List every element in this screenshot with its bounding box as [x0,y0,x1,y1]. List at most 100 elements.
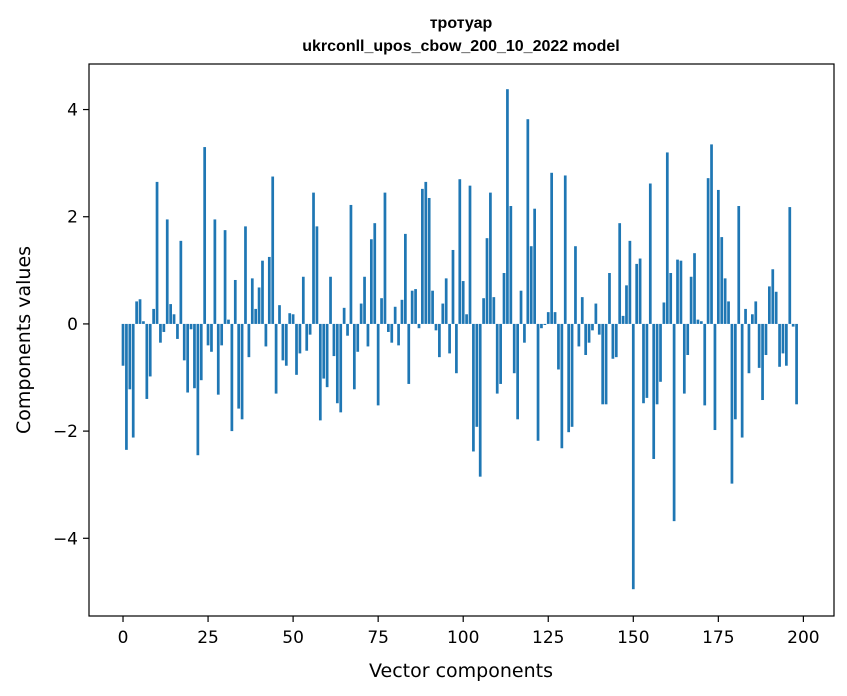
bar-70 [359,303,363,324]
bar-48 [284,323,288,366]
bar-34 [237,323,241,409]
bar-75 [376,323,380,406]
bar-77 [383,192,387,324]
bar-180 [733,323,737,420]
bar-15 [172,314,176,324]
bar-144 [611,323,615,359]
bar-101 [465,314,468,324]
bar-102 [468,185,472,324]
bar-54 [305,323,309,351]
bar-165 [682,323,686,394]
y-axis-label: Components values [13,246,35,434]
bar-160 [665,152,669,324]
y-tick-label: −4 [53,529,78,549]
bar-195 [785,323,788,366]
bar-26 [210,323,213,352]
bar-142 [604,323,608,405]
bar-124 [543,323,547,325]
bar-192 [774,291,778,324]
bar-140 [597,323,601,335]
bar-55 [308,323,312,335]
bar-37 [247,323,251,358]
bar-187 [757,323,761,368]
bar-87 [417,323,421,329]
bar-21 [193,323,196,389]
bar-138 [591,323,594,331]
bar-60 [325,323,329,388]
bar-113 [506,89,509,324]
bar-6 [142,321,145,324]
bar-133 [574,246,577,324]
bar-118 [523,323,526,343]
chart-title-line2: ukrconll_upos_cbow_200_10_2022 model [302,38,619,55]
bar-155 [648,183,652,324]
bar-9 [152,308,155,324]
bar-73 [369,239,373,324]
bar-100 [461,281,465,324]
bar-68 [352,323,356,390]
bar-164 [679,260,683,324]
bar-129 [560,323,564,449]
bar-176 [720,237,724,324]
bar-112 [502,273,506,324]
bar-189 [764,323,768,355]
bar-39 [254,308,258,324]
bar-2 [128,323,132,390]
bar-116 [516,323,519,420]
x-tick-label: 50 [282,628,304,648]
bar-69 [356,323,360,352]
bar-196 [788,207,792,324]
bar-143 [608,273,611,324]
bar-93 [438,323,441,358]
bar-128 [557,323,560,370]
bar-71 [363,276,366,324]
bar-61 [329,276,332,324]
bar-81 [397,323,400,346]
chart-title-line1: тротуар [430,15,493,32]
bar-114 [509,206,513,324]
bar-174 [713,323,717,431]
bar-181 [737,206,741,324]
bar-14 [169,304,172,324]
bar-30 [223,230,227,324]
bar-51 [295,323,298,375]
bar-10 [155,181,159,324]
bar-182 [740,323,744,438]
bar-56 [312,192,315,324]
x-tick-label: 0 [118,628,129,648]
x-tick-label: 150 [617,628,649,648]
bar-162 [672,323,676,522]
bar-148 [625,285,628,324]
bar-146 [618,223,622,324]
bar-153 [642,323,645,404]
bar-151 [635,263,639,324]
bar-12 [162,323,166,332]
bar-125 [546,312,550,324]
bar-194 [781,323,785,354]
bar-18 [182,323,186,361]
bar-44 [271,176,275,324]
bar-90 [427,197,431,324]
x-tick-label: 200 [787,628,819,648]
bar-197 [791,323,795,327]
bar-31 [227,319,230,324]
bar-58 [318,323,322,421]
x-tick-label: 175 [702,628,734,648]
bar-85 [410,290,414,324]
bar-186 [754,301,758,324]
bar-106 [482,298,485,324]
bar-183 [744,308,747,324]
bar-65 [342,307,346,324]
y-tick-label: 0 [67,315,78,335]
y-tick-label: 4 [67,101,78,121]
bar-47 [281,323,285,361]
bar-28 [216,323,220,395]
bar-97 [451,249,455,324]
bar-136 [584,323,588,355]
bar-134 [577,323,581,347]
bar-80 [393,306,397,324]
bar-159 [662,302,666,324]
bar-120 [529,246,533,324]
bar-150 [631,323,635,590]
bar-33 [233,279,237,324]
